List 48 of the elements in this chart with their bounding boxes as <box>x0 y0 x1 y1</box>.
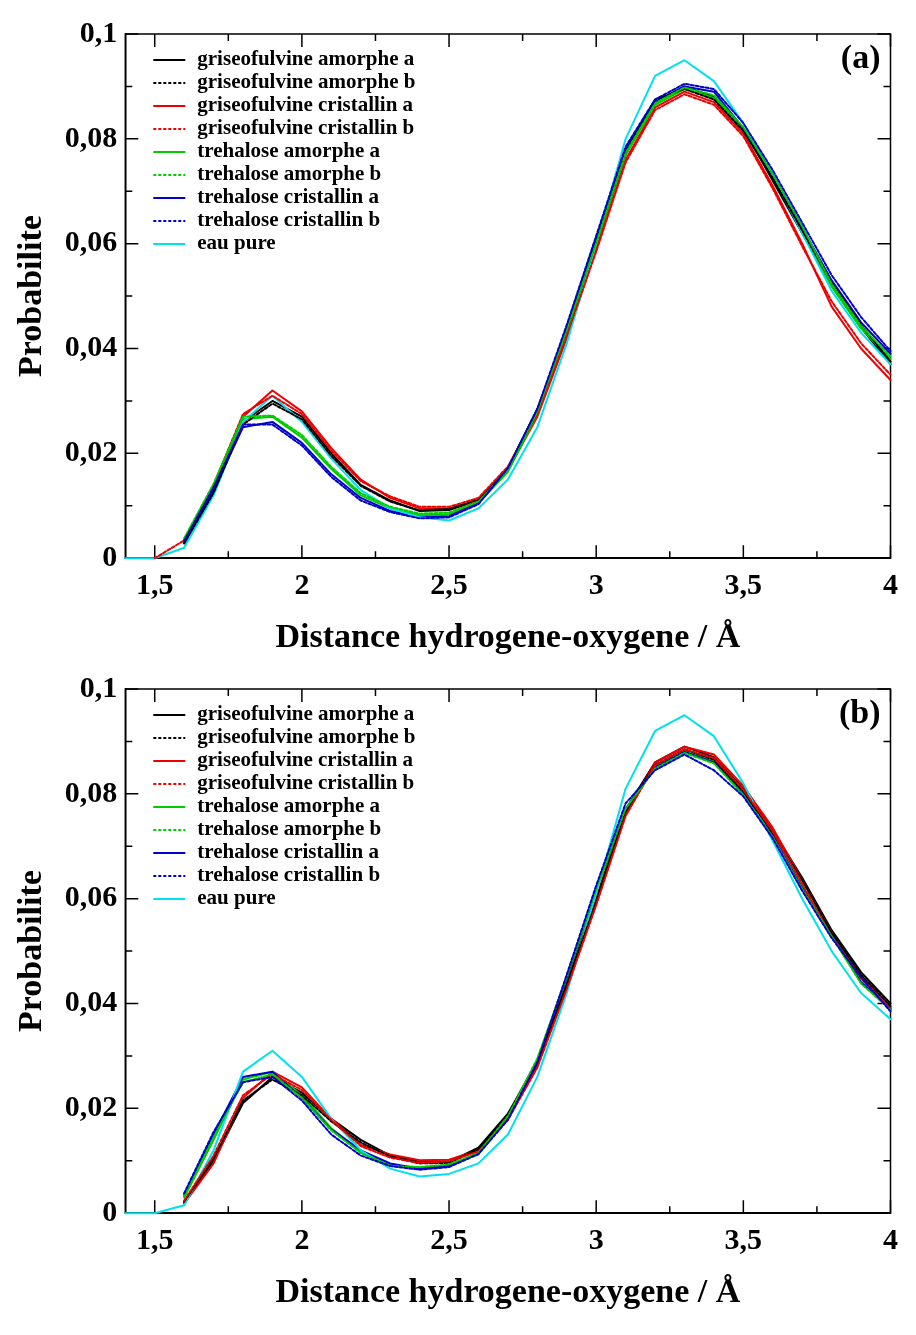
y-tick-label: 0,08 <box>64 119 118 153</box>
x-tick-label: 1,5 <box>135 1221 174 1255</box>
legend-label: trehalose cristallin b <box>197 207 381 232</box>
y-axis-title: Probabilite <box>11 215 49 378</box>
legend-label: eau pure <box>197 885 276 910</box>
y-tick-label: 0,1 <box>79 669 118 703</box>
legend-label: trehalose amorphe a <box>197 793 381 818</box>
legend-label: griseofulvine amorphe b <box>197 724 416 749</box>
y-tick-label: 0 <box>102 1193 118 1227</box>
legend-label: griseofulvine cristallin b <box>197 115 415 140</box>
annotation: (b) <box>838 692 881 731</box>
y-tick-label: 0,02 <box>64 1089 118 1123</box>
legend-label: trehalose cristallin a <box>197 184 380 209</box>
x-axis-title: Distance hydrogene-oxygene / Å <box>275 617 741 655</box>
legend-label: trehalose amorphe b <box>197 816 382 841</box>
legend-label: eau pure <box>197 230 276 255</box>
legend-label: griseofulvine amorphe a <box>197 46 415 71</box>
y-tick-label: 0,1 <box>79 14 118 48</box>
x-tick-label: 2,5 <box>430 566 468 600</box>
x-axis-title: Distance hydrogene-oxygene / Å <box>275 1272 741 1310</box>
x-tick-label: 3,5 <box>724 1221 763 1255</box>
y-tick-label: 0,02 <box>64 434 118 468</box>
annotation: (a) <box>840 37 881 76</box>
y-tick-label: 0,08 <box>64 774 118 808</box>
legend-label: griseofulvine cristallin a <box>197 747 414 772</box>
y-tick-label: 0,04 <box>64 984 118 1018</box>
x-tick-label: 1,5 <box>135 566 174 600</box>
x-tick-label: 2 <box>294 566 310 600</box>
legend-label: griseofulvine cristallin b <box>197 770 415 795</box>
x-tick-label: 4 <box>883 566 898 600</box>
y-axis-title: Probabilite <box>11 870 49 1033</box>
y-tick-label: 0,06 <box>64 879 118 913</box>
y-tick-label: 0 <box>102 538 118 572</box>
legend-label: griseofulvine amorphe a <box>197 701 415 726</box>
x-tick-label: 4 <box>883 1221 898 1255</box>
legend-label: griseofulvine amorphe b <box>197 69 416 94</box>
x-tick-label: 2 <box>294 1221 310 1255</box>
y-tick-label: 0,06 <box>64 224 118 258</box>
legend-label: trehalose cristallin b <box>197 862 381 887</box>
legend-label: griseofulvine cristallin a <box>197 92 414 117</box>
x-tick-label: 3 <box>588 566 604 600</box>
legend-label: trehalose amorphe b <box>197 161 382 186</box>
legend-label: trehalose cristallin a <box>197 839 380 864</box>
y-tick-label: 0,04 <box>64 329 118 363</box>
x-tick-label: 3,5 <box>724 566 763 600</box>
x-tick-label: 3 <box>588 1221 604 1255</box>
x-tick-label: 2,5 <box>430 1221 468 1255</box>
legend-label: trehalose amorphe a <box>197 138 381 163</box>
